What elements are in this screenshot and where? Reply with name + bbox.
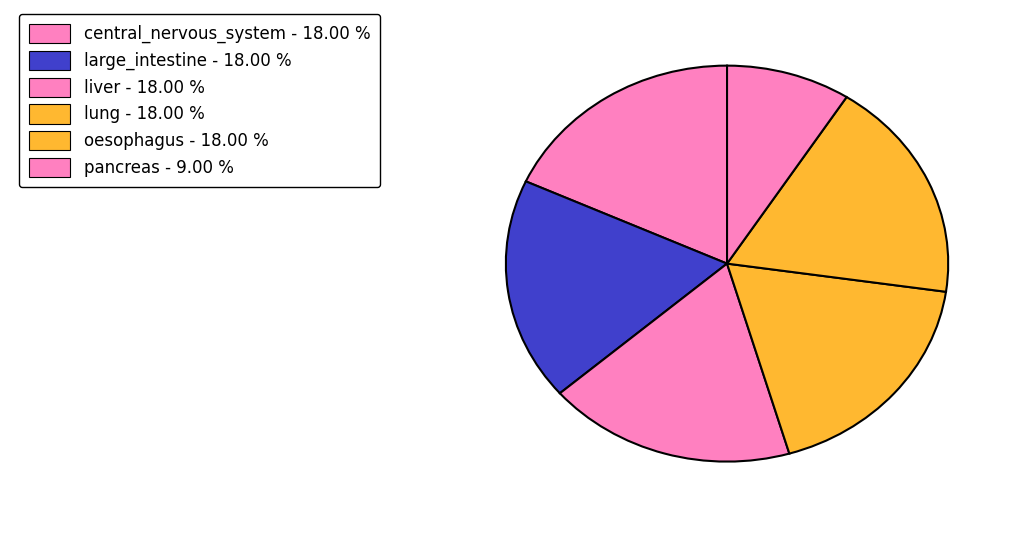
- Wedge shape: [526, 66, 727, 264]
- Wedge shape: [727, 66, 847, 264]
- Wedge shape: [560, 264, 790, 462]
- Wedge shape: [727, 97, 948, 292]
- Wedge shape: [727, 264, 946, 454]
- Wedge shape: [506, 181, 727, 393]
- Legend: central_nervous_system - 18.00 %, large_intestine - 18.00 %, liver - 18.00 %, lu: central_nervous_system - 18.00 %, large_…: [18, 13, 380, 187]
